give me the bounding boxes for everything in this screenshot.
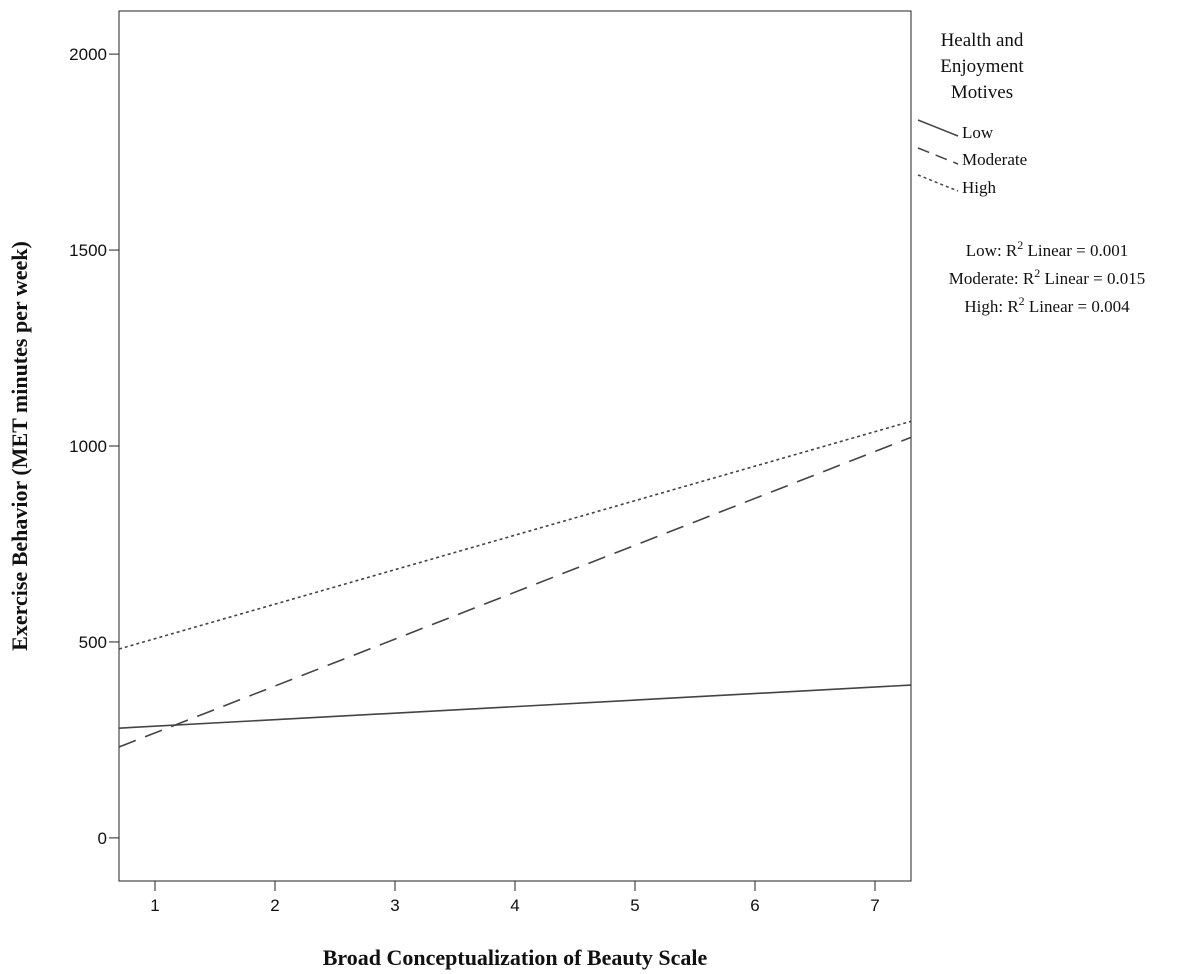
legend-title-line-3: Motives [951,82,1013,103]
legend-title-line-1: Health and [941,30,1024,51]
legend-swatch-moderate [917,147,959,165]
legend-label-low: Low [962,123,994,142]
y-tick-label: 0 [98,829,107,848]
x-tick-label: 3 [390,896,399,915]
y-axis: 0 500 1000 1500 2000 [69,45,119,848]
legend-label-high: High [962,178,997,197]
fit-note-moderate: Moderate: R2 Linear = 0.015 [949,266,1145,288]
fit-note-high: High: R2 Linear = 0.004 [964,294,1130,316]
legend-title-line-2: Enjoyment [940,56,1024,77]
x-tick-label: 5 [630,896,639,915]
x-tick-label: 1 [150,896,159,915]
legend: Health and Enjoyment Motives Low Moderat… [917,30,1027,197]
x-tick-label: 4 [510,896,519,915]
y-tick-label: 2000 [69,45,107,64]
plot-frame [118,10,912,882]
y-axis-label: Exercise Behavior (MET minutes per week) [7,241,32,651]
fit-note-low: Low: R2 Linear = 0.001 [966,238,1128,260]
legend-label-moderate: Moderate [962,150,1027,169]
fit-notes: Low: R2 Linear = 0.001 Moderate: R2 Line… [949,238,1145,316]
x-axis-label: Broad Conceptualization of Beauty Scale [323,945,708,970]
y-tick-label: 500 [79,633,107,652]
y-tick-label: 1000 [69,437,107,456]
x-tick-label: 6 [750,896,759,915]
series-lines [118,420,912,748]
x-tick-label: 7 [870,896,879,915]
x-tick-label: 2 [270,896,279,915]
series-line-high [118,420,912,650]
series-line-moderate [118,436,912,748]
series-line-low [118,684,912,729]
y-tick-label: 1500 [69,241,107,260]
legend-swatch-high [917,174,959,192]
legend-swatch-low [917,119,959,137]
x-axis: 1 2 3 4 5 6 7 [150,881,880,915]
